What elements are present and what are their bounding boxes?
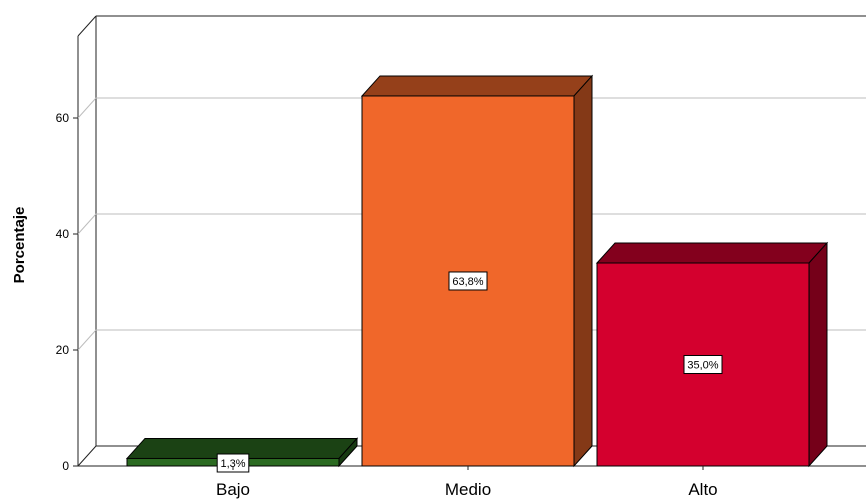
gridline-side: [77, 329, 97, 351]
bar-side-face: [573, 74, 593, 468]
x-tick-label: Medio: [445, 480, 491, 499]
floor-side-edge: [77, 445, 97, 467]
data-label: 35,0%: [687, 360, 718, 372]
bar-bajo: 1,3%: [125, 437, 359, 473]
y-tick-label: 0: [62, 459, 69, 473]
y-axis-title: Porcentaje: [11, 207, 28, 284]
y-tick-label: 60: [56, 111, 70, 125]
data-label-box: [683, 355, 723, 374]
data-label: 63,8%: [452, 276, 483, 288]
y-tick-label: 20: [56, 343, 70, 357]
bar-side-face: [808, 241, 828, 468]
data-label-box: [448, 271, 488, 291]
gridline-side: [77, 213, 97, 235]
bar-top-face: [595, 242, 829, 264]
data-label: 1,3%: [220, 458, 245, 470]
bar-medio: 63,8%: [360, 74, 594, 468]
bar-top-face: [360, 75, 594, 97]
x-tick-label: Alto: [688, 480, 717, 499]
bar-alto: 35,0%: [595, 241, 829, 468]
x-tick-label: Bajo: [216, 480, 250, 499]
bars: 1,3% 63,8% 35,0%: [125, 74, 829, 473]
x-axis-labels: Bajo Medio Alto: [216, 466, 718, 499]
data-label-box: [216, 453, 250, 473]
gridline-side: [77, 97, 97, 119]
side-wall-top: [77, 15, 97, 37]
y-tick-label: 40: [56, 227, 70, 241]
y-axis-ticks: 0 20 40 60: [56, 111, 78, 473]
